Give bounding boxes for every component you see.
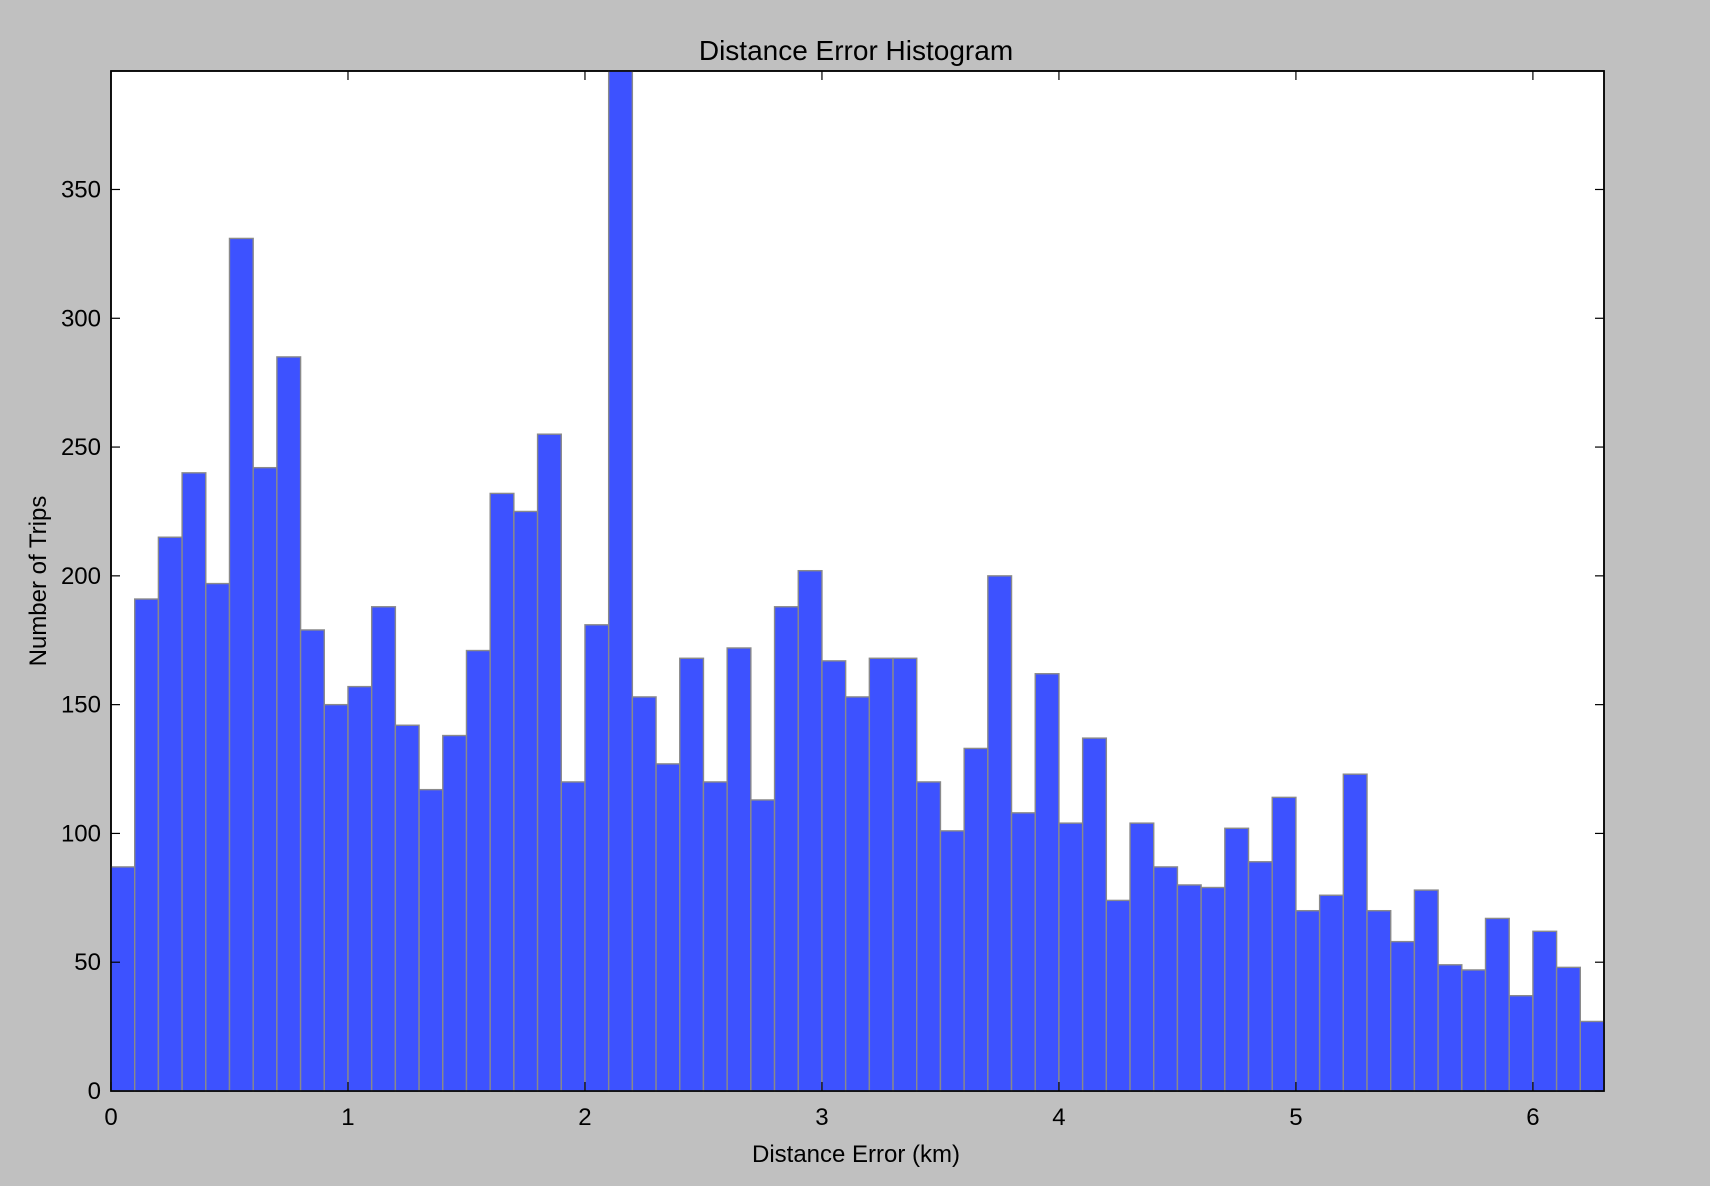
histogram-bar bbox=[228, 237, 254, 1092]
histogram-bar bbox=[133, 598, 160, 1092]
histogram-bar bbox=[1058, 822, 1084, 1092]
histogram-bar bbox=[1105, 899, 1131, 1092]
histogram-bar bbox=[892, 657, 918, 1092]
x-tick-label: 3 bbox=[815, 1104, 828, 1131]
y-tick-label: 350 bbox=[61, 176, 101, 203]
histogram-bar bbox=[323, 703, 349, 1092]
histogram-bar bbox=[370, 606, 397, 1092]
histogram-bar bbox=[1224, 827, 1250, 1092]
histogram-bar bbox=[916, 781, 942, 1092]
histogram-bar bbox=[1010, 812, 1036, 1092]
histogram-bar bbox=[1579, 1020, 1605, 1092]
histogram-bar bbox=[276, 356, 302, 1092]
y-tick-label: 100 bbox=[61, 820, 101, 847]
histogram-bar bbox=[394, 724, 420, 1092]
histogram-bar bbox=[205, 582, 231, 1092]
histogram-bar bbox=[1390, 940, 1416, 1092]
x-tick-label: 4 bbox=[1052, 1104, 1065, 1131]
x-tick-label: 0 bbox=[104, 1104, 117, 1131]
histogram-bar bbox=[987, 575, 1013, 1092]
histogram-bar bbox=[1271, 796, 1297, 1092]
x-tick-label: 2 bbox=[578, 1104, 591, 1131]
bars-group bbox=[110, 70, 1605, 1092]
histogram-bar bbox=[631, 696, 657, 1092]
histogram-bar bbox=[1413, 889, 1439, 1092]
histogram-bar bbox=[1555, 966, 1582, 1092]
histogram-bar bbox=[797, 569, 823, 1092]
histogram-bar bbox=[536, 433, 562, 1092]
y-tick-label: 150 bbox=[61, 692, 101, 719]
histogram-bar bbox=[584, 624, 610, 1092]
histogram-bar bbox=[560, 781, 586, 1092]
histogram-bar bbox=[347, 685, 373, 1092]
histogram-bar bbox=[821, 660, 847, 1092]
histogram-bar bbox=[1153, 866, 1179, 1092]
histogram-bar bbox=[655, 763, 681, 1092]
histogram-bar bbox=[1081, 737, 1108, 1092]
x-tick-label: 1 bbox=[341, 1104, 354, 1131]
histogram-bar bbox=[773, 606, 799, 1092]
y-tick-label: 200 bbox=[61, 563, 101, 590]
histogram-bar bbox=[1342, 773, 1368, 1092]
histogram-bar bbox=[1200, 886, 1226, 1092]
histogram-bar bbox=[963, 747, 989, 1092]
histogram-bar bbox=[1532, 930, 1558, 1092]
y-tick-label: 300 bbox=[61, 305, 101, 332]
histogram-bar bbox=[1318, 894, 1345, 1092]
histogram-bar bbox=[1129, 822, 1155, 1092]
histogram-bar bbox=[110, 866, 136, 1092]
x-tick-label: 6 bbox=[1526, 1104, 1539, 1131]
histogram-bar bbox=[299, 629, 325, 1092]
histogram-bar bbox=[181, 472, 207, 1092]
histogram-bar bbox=[679, 657, 705, 1092]
y-tick-label: 50 bbox=[74, 949, 101, 976]
histogram-bar bbox=[750, 799, 776, 1092]
histogram-bar bbox=[1484, 917, 1510, 1092]
y-tick-label: 0 bbox=[88, 1078, 101, 1105]
ticks-group: 0 1 2 3 4 5 6 0 50 100 150 200 250 300 350 bbox=[61, 71, 1604, 1131]
histogram-bar bbox=[1461, 969, 1487, 1092]
histogram-bar bbox=[418, 788, 444, 1092]
y-axis-label: Number of Trips bbox=[25, 496, 52, 667]
histogram-bar bbox=[1034, 673, 1060, 1092]
histogram-bar bbox=[513, 510, 539, 1092]
histogram-bar bbox=[844, 696, 871, 1092]
histogram-bar bbox=[252, 466, 278, 1092]
histogram-bar bbox=[1247, 861, 1273, 1092]
histogram-bar bbox=[1366, 909, 1392, 1092]
histogram-bar bbox=[607, 70, 634, 1092]
histogram-bar bbox=[702, 781, 728, 1092]
histogram-bar bbox=[1437, 964, 1463, 1092]
plot-frame bbox=[110, 70, 1605, 1092]
histogram-bar bbox=[489, 492, 515, 1092]
histogram-bar bbox=[442, 734, 468, 1092]
histogram-bar bbox=[157, 536, 183, 1092]
histogram-bar bbox=[1295, 909, 1321, 1092]
chart-title: Distance Error Histogram bbox=[699, 35, 1013, 66]
histogram-bar bbox=[1176, 884, 1202, 1092]
histogram-bar bbox=[465, 649, 491, 1092]
histogram-bar bbox=[868, 657, 894, 1092]
x-tick-label: 5 bbox=[1289, 1104, 1302, 1131]
histogram-bar bbox=[726, 647, 752, 1092]
histogram-bar bbox=[939, 830, 965, 1092]
y-tick-label: 250 bbox=[61, 434, 101, 461]
x-axis-label: Distance Error (km) bbox=[752, 1141, 960, 1168]
histogram-bar bbox=[1508, 994, 1534, 1092]
